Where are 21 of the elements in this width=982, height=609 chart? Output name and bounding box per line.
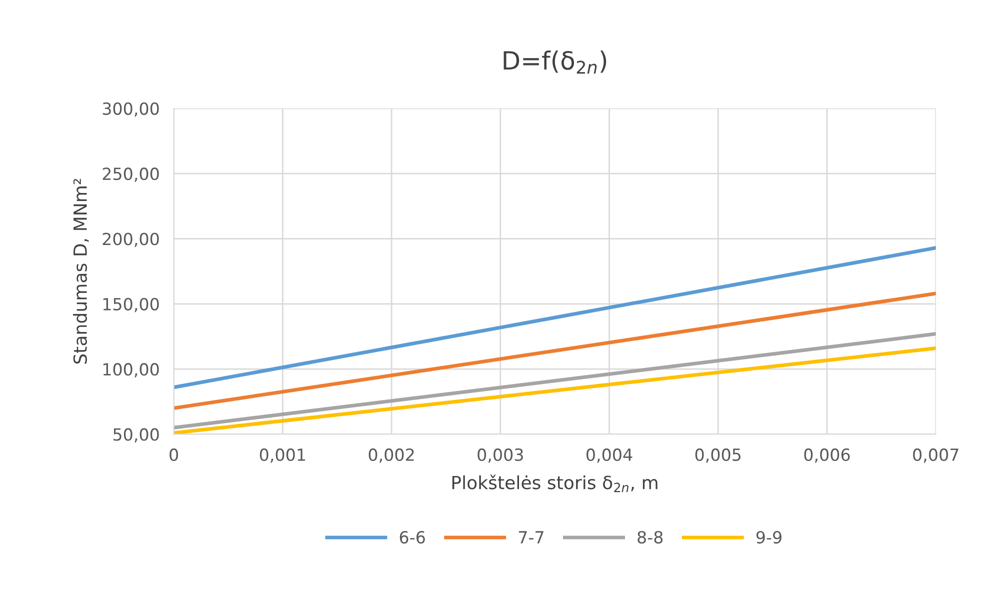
chart-title: D=f(δ$_{2n}$) xyxy=(504,50,606,74)
x-tick-label: 0,007 xyxy=(913,448,958,463)
legend-label: 7-7 xyxy=(518,531,544,544)
x-tick-label: 0,005 xyxy=(695,448,741,463)
x-tick-label: 0,006 xyxy=(804,448,850,463)
x-tick-label: 0,003 xyxy=(478,448,523,463)
y-tick-label: 100,00 xyxy=(103,363,159,378)
legend-label: 8-8 xyxy=(638,530,663,544)
x-axis-title: Plokštelės storis δ$_{2n}$, m xyxy=(452,474,658,492)
y-axis-title: Standumas D, MNm² xyxy=(73,178,89,364)
y-tick-label: 250,00 xyxy=(102,168,159,182)
y-tick-label: 300,00 xyxy=(102,102,159,117)
legend-label: 9-9 xyxy=(756,530,782,544)
x-tick-label: 0,001 xyxy=(260,448,305,463)
legend-label: 6-6 xyxy=(400,530,425,544)
y-tick-label: 150,00 xyxy=(103,298,159,312)
x-tick-label: 0,002 xyxy=(368,448,414,463)
x-tick-label: 0 xyxy=(170,448,178,462)
x-tick-label: 0,004 xyxy=(586,448,632,463)
y-tick-label: 200,00 xyxy=(102,232,159,247)
y-tick-label: 50,00 xyxy=(114,428,159,442)
